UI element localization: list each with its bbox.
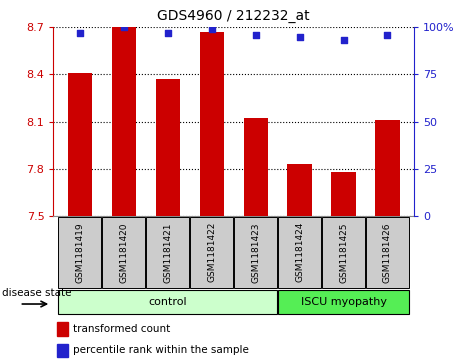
Bar: [156, 79, 180, 216]
Text: GSM1181421: GSM1181421: [163, 222, 172, 282]
FancyBboxPatch shape: [146, 217, 189, 288]
Point: [120, 24, 127, 30]
Text: percentile rank within the sample: percentile rank within the sample: [73, 345, 249, 355]
Bar: [287, 164, 312, 216]
Text: GSM1181422: GSM1181422: [207, 222, 216, 282]
Text: GSM1181423: GSM1181423: [251, 222, 260, 282]
Point: [296, 34, 303, 40]
FancyBboxPatch shape: [58, 290, 277, 314]
Text: GSM1181426: GSM1181426: [383, 222, 392, 282]
Text: ISCU myopathy: ISCU myopathy: [300, 297, 386, 307]
FancyBboxPatch shape: [58, 217, 101, 288]
Bar: [375, 120, 399, 216]
Text: transformed count: transformed count: [73, 323, 171, 334]
FancyBboxPatch shape: [278, 217, 321, 288]
Bar: [244, 118, 268, 216]
Text: GSM1181424: GSM1181424: [295, 222, 304, 282]
Point: [340, 37, 347, 43]
Bar: [68, 73, 92, 216]
Point: [384, 32, 391, 38]
Point: [164, 30, 172, 36]
FancyBboxPatch shape: [234, 217, 277, 288]
Point: [252, 32, 259, 38]
Title: GDS4960 / 212232_at: GDS4960 / 212232_at: [157, 9, 310, 24]
Bar: [332, 172, 356, 216]
Bar: [112, 27, 136, 216]
FancyBboxPatch shape: [102, 217, 146, 288]
Bar: [57, 344, 68, 357]
Point: [76, 30, 84, 36]
Text: disease state: disease state: [2, 288, 72, 298]
FancyBboxPatch shape: [322, 217, 365, 288]
FancyBboxPatch shape: [278, 290, 409, 314]
Bar: [57, 322, 68, 336]
Point: [208, 26, 215, 32]
Text: GSM1181419: GSM1181419: [75, 222, 84, 283]
Bar: [199, 32, 224, 216]
Text: GSM1181425: GSM1181425: [339, 222, 348, 282]
Text: control: control: [148, 297, 187, 307]
FancyBboxPatch shape: [190, 217, 233, 288]
FancyBboxPatch shape: [366, 217, 409, 288]
Text: GSM1181420: GSM1181420: [120, 222, 128, 282]
